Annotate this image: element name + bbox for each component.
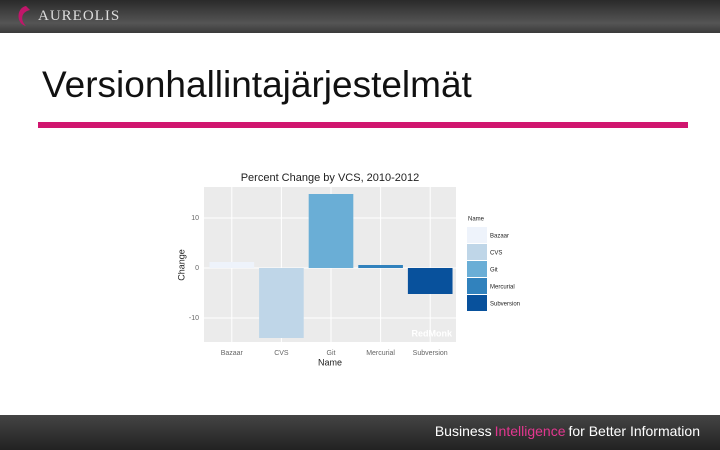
legend-swatch (467, 244, 487, 260)
y-tick-label: -10 (189, 315, 199, 322)
legend-swatch (467, 295, 487, 311)
legend-swatch (467, 227, 487, 243)
chart-title: Percent Change by VCS, 2010-2012 (241, 172, 420, 184)
annotation: RedMonk (412, 328, 453, 338)
legend-label: Bazaar (490, 234, 509, 240)
bar (209, 262, 255, 268)
chart: Percent Change by VCS, 2010-2012 Name Ch… (176, 171, 521, 368)
footer-text: Business Intelligence for Better Informati… (432, 423, 700, 439)
legend-label: Subversion (490, 302, 520, 308)
logo: AUREOLIS (38, 8, 121, 24)
bar (308, 194, 354, 268)
logo-icon (18, 6, 30, 26)
y-axis-label: Change (176, 249, 186, 281)
x-tick-label: Git (327, 350, 336, 357)
x-axis-label: Name (318, 357, 342, 367)
footer-bar (0, 415, 720, 450)
legend-label: Mercurial (490, 285, 515, 291)
slide-title: Versionhallintajärjestelmät (42, 64, 472, 105)
legend-swatch (467, 278, 487, 294)
legend-label: Git (490, 268, 498, 274)
bar (407, 268, 453, 294)
x-tick-label: CVS (274, 350, 289, 357)
bar (259, 268, 304, 338)
footer-part: Business (434, 423, 492, 439)
x-tick-label: Bazaar (221, 350, 244, 357)
top-bar (0, 0, 720, 33)
footer-part: Intelligence (494, 423, 566, 439)
title-rule (38, 122, 688, 128)
legend-title: Name (468, 217, 485, 223)
legend-label: CVS (490, 251, 502, 257)
bar (358, 265, 403, 268)
x-tick-label: Subversion (413, 350, 448, 357)
footer-part: for Better Information (568, 423, 700, 439)
y-tick-label: 10 (191, 215, 199, 222)
legend-swatch (467, 261, 487, 277)
y-tick-label: 0 (195, 265, 199, 272)
x-tick-label: Mercurial (366, 350, 395, 357)
